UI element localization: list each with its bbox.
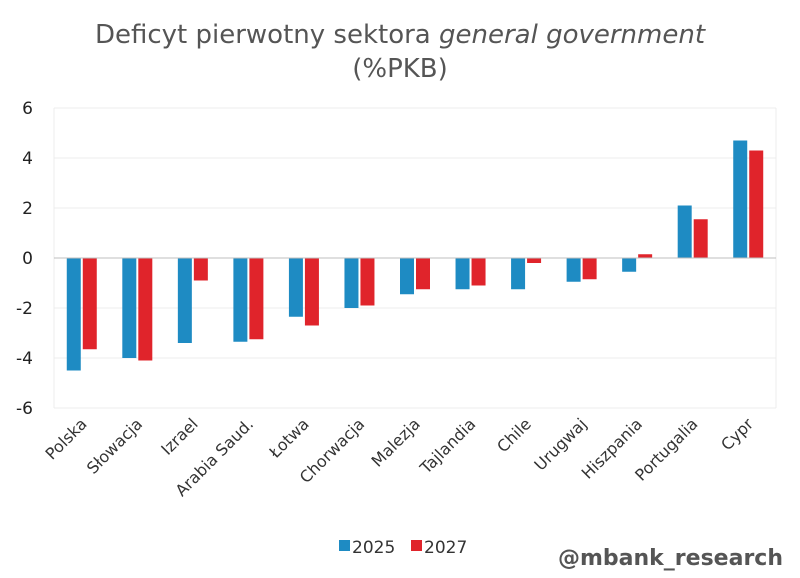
grid bbox=[53, 107, 777, 409]
bar-2025-4 bbox=[288, 258, 303, 317]
legend-label-2025: 2025 bbox=[352, 538, 395, 558]
x-tick-label: Słowacja bbox=[83, 414, 146, 477]
x-tick-label: Malezja bbox=[368, 414, 424, 470]
bar-2027-11 bbox=[693, 219, 708, 258]
legend: 2025 2027 bbox=[339, 538, 467, 558]
y-tick-label: -2 bbox=[16, 299, 33, 319]
bar-2025-2 bbox=[177, 258, 192, 343]
y-axis-ticks: 6 4 2 0 -2 -4 -6 bbox=[16, 99, 33, 419]
legend-swatch-2027 bbox=[411, 540, 422, 551]
legend-swatch-2025 bbox=[339, 540, 350, 551]
bar-2027-8 bbox=[527, 258, 542, 263]
bar-2027-9 bbox=[582, 258, 597, 280]
chart-title: Deficyt pierwotny sektora general govern… bbox=[95, 20, 706, 50]
bar-2025-0 bbox=[66, 258, 81, 371]
credit-text: @mbank_research bbox=[558, 546, 783, 571]
bar-2025-8 bbox=[511, 258, 526, 290]
bar-2027-10 bbox=[638, 254, 653, 258]
x-tick-label: Polska bbox=[41, 414, 90, 463]
chart-subtitle: (%PKB) bbox=[352, 54, 448, 84]
bar-2027-6 bbox=[416, 258, 430, 290]
y-tick-label: -6 bbox=[16, 399, 33, 419]
bar-2027-12 bbox=[749, 150, 764, 258]
x-tick-label: Izrael bbox=[157, 414, 201, 458]
y-tick-label: 0 bbox=[22, 249, 33, 269]
bars bbox=[66, 140, 764, 371]
bar-2027-1 bbox=[138, 258, 153, 361]
chart-title-main: Deficyt pierwotny sektora bbox=[95, 20, 439, 50]
bar-2027-0 bbox=[82, 258, 97, 350]
bar-2025-7 bbox=[455, 258, 470, 290]
bar-2027-3 bbox=[249, 258, 264, 340]
y-tick-label: 2 bbox=[22, 199, 33, 219]
bar-2025-5 bbox=[344, 258, 359, 308]
x-tick-label: Cypr bbox=[717, 414, 757, 454]
bar-2025-6 bbox=[400, 258, 414, 295]
chart-title-italic: general government bbox=[439, 20, 706, 50]
y-tick-label: -4 bbox=[16, 349, 33, 369]
bar-2025-10 bbox=[622, 258, 637, 272]
bar-2025-9 bbox=[566, 258, 581, 282]
bar-2025-3 bbox=[233, 258, 248, 342]
bar-2025-11 bbox=[677, 205, 692, 258]
y-tick-label: 6 bbox=[22, 99, 33, 119]
x-tick-label: Tajlandia bbox=[416, 414, 480, 478]
bar-2027-4 bbox=[304, 258, 319, 326]
bar-2025-1 bbox=[122, 258, 137, 358]
x-tick-label: Łotwa bbox=[265, 414, 313, 462]
y-tick-label: 4 bbox=[22, 149, 33, 169]
bar-2027-7 bbox=[471, 258, 486, 286]
x-tick-label: Chile bbox=[493, 414, 535, 456]
bar-2027-2 bbox=[193, 258, 208, 281]
bar-2025-12 bbox=[733, 140, 748, 258]
bar-2027-5 bbox=[360, 258, 375, 306]
legend-label-2027: 2027 bbox=[424, 538, 467, 558]
